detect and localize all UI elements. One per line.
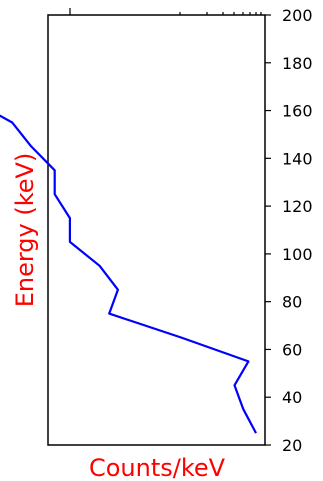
- x-axis-title: Counts/keV: [89, 454, 226, 481]
- y-tick-label: 120: [282, 197, 313, 216]
- y-axis: 20 40 60 80 100 120 140 160 180 200: [265, 6, 313, 455]
- y-tick-label: 20: [282, 436, 302, 455]
- x-axis-ticks: [69, 8, 262, 15]
- y-tick-label: 60: [282, 340, 302, 359]
- y-tick-label: 200: [282, 6, 313, 25]
- y-axis-title: Energy (keV): [11, 153, 39, 308]
- data-series-line: [0, 114, 257, 434]
- y-tick-label: 180: [282, 54, 313, 73]
- plot-area: [47, 14, 266, 446]
- y-tick-label: 40: [282, 388, 302, 407]
- y-tick-label: 160: [282, 102, 313, 121]
- y-tick-label: 100: [282, 245, 313, 264]
- y-tick-label: 80: [282, 293, 302, 312]
- y-tick-label: 140: [282, 149, 313, 168]
